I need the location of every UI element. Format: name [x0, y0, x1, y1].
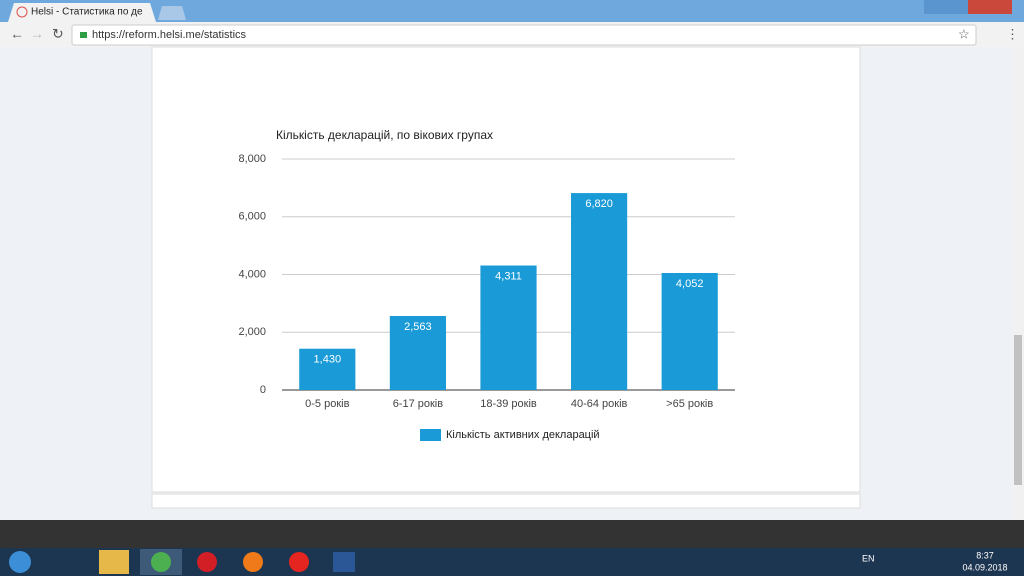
app-explorer[interactable] — [99, 550, 129, 574]
start-button[interactable] — [9, 551, 31, 573]
title-bar — [0, 0, 1024, 22]
footer — [0, 520, 1024, 548]
language[interactable]: EN — [862, 553, 875, 563]
y-tick-label: 4,000 — [238, 268, 266, 280]
card-bottom — [151, 493, 861, 509]
close[interactable] — [968, 0, 1012, 14]
value-label: 1,430 — [314, 354, 342, 366]
lock — [80, 32, 87, 38]
value-label: 2,563 — [404, 321, 432, 333]
app-chrome[interactable] — [151, 552, 171, 572]
back[interactable]: ← — [10, 26, 24, 42]
value-label: 6,820 — [585, 198, 613, 210]
bar — [389, 315, 446, 390]
y-tick-label: 0 — [260, 384, 266, 396]
bar — [480, 265, 537, 390]
tab-icon — [16, 6, 28, 18]
app-firefox[interactable] — [243, 552, 263, 572]
address-bar[interactable] — [71, 24, 977, 46]
tab[interactable] — [8, 3, 156, 22]
y-tick-label: 2,000 — [238, 326, 266, 338]
y-tick-label: 8,000 — [238, 153, 266, 165]
forward[interactable]: → — [30, 26, 44, 42]
app-yandex[interactable] — [289, 552, 309, 572]
scroll-thumb[interactable] — [1014, 335, 1022, 485]
tab-title[interactable]: Helsi - Статистика по де — [31, 7, 143, 18]
legend-label: Кількість активних декларацій — [446, 429, 600, 441]
value-label: 4,052 — [676, 278, 704, 290]
x-tick-label: >65 років — [666, 398, 713, 410]
app-word[interactable] — [333, 552, 355, 572]
bar — [299, 348, 356, 390]
menu[interactable]: ⋮ — [1006, 26, 1019, 41]
x-tick-label: 40-64 років — [571, 398, 628, 410]
reload[interactable]: ↻ — [52, 26, 64, 42]
url[interactable]: https://reform.helsi.me/statistics — [92, 29, 247, 41]
clock-date[interactable]: 04.09.2018 — [962, 562, 1007, 572]
chart: Кількість декларацій, по вікових групах … — [238, 128, 735, 441]
bar — [661, 272, 718, 390]
value-label: 4,311 — [495, 270, 522, 282]
minimize[interactable] — [924, 0, 946, 14]
x-tick-label: 0-5 років — [305, 398, 349, 410]
x-tick-label: 18-39 років — [480, 398, 537, 410]
y-tick-label: 6,000 — [238, 211, 266, 223]
app-opera[interactable] — [197, 552, 217, 572]
new-tab[interactable] — [158, 6, 186, 20]
x-tick-label: 6-17 років — [393, 398, 444, 410]
bar — [571, 193, 628, 390]
legend-swatch — [420, 429, 441, 441]
clock-time[interactable]: 8:37 — [976, 550, 994, 560]
star[interactable]: ☆ — [958, 26, 970, 41]
restore[interactable] — [946, 0, 968, 14]
chart-title: Кількість декларацій, по вікових групах — [276, 128, 493, 142]
